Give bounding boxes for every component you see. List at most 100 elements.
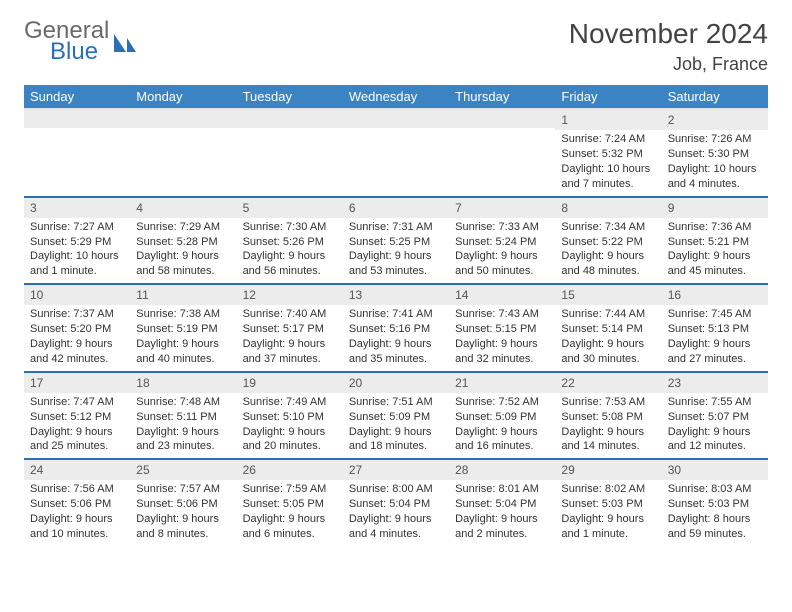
day-details: Sunrise: 7:37 AMSunset: 5:20 PMDaylight:…	[24, 305, 130, 370]
day-number: 27	[343, 460, 449, 480]
calendar-cell: 24Sunrise: 7:56 AMSunset: 5:06 PMDayligh…	[24, 459, 130, 546]
day-details: Sunrise: 8:00 AMSunset: 5:04 PMDaylight:…	[343, 480, 449, 545]
calendar-week: 17Sunrise: 7:47 AMSunset: 5:12 PMDayligh…	[24, 372, 768, 460]
day-number: 4	[130, 198, 236, 218]
calendar-week: 10Sunrise: 7:37 AMSunset: 5:20 PMDayligh…	[24, 284, 768, 372]
day-header: Sunday	[24, 85, 130, 109]
day-details: Sunrise: 7:24 AMSunset: 5:32 PMDaylight:…	[555, 130, 661, 195]
location-label: Job, France	[569, 54, 768, 75]
page-title: November 2024	[569, 18, 768, 50]
calendar-cell: 22Sunrise: 7:53 AMSunset: 5:08 PMDayligh…	[555, 372, 661, 460]
day-number: 15	[555, 285, 661, 305]
day-number: 6	[343, 198, 449, 218]
calendar-cell: 21Sunrise: 7:52 AMSunset: 5:09 PMDayligh…	[449, 372, 555, 460]
day-number: 1	[555, 110, 661, 130]
calendar-cell: 20Sunrise: 7:51 AMSunset: 5:09 PMDayligh…	[343, 372, 449, 460]
day-details: Sunrise: 7:43 AMSunset: 5:15 PMDaylight:…	[449, 305, 555, 370]
calendar-cell: 6Sunrise: 7:31 AMSunset: 5:25 PMDaylight…	[343, 197, 449, 285]
day-number: 22	[555, 373, 661, 393]
day-number: 17	[24, 373, 130, 393]
day-details: Sunrise: 7:30 AMSunset: 5:26 PMDaylight:…	[237, 218, 343, 283]
day-number: 28	[449, 460, 555, 480]
calendar-cell: 4Sunrise: 7:29 AMSunset: 5:28 PMDaylight…	[130, 197, 236, 285]
day-details: Sunrise: 7:51 AMSunset: 5:09 PMDaylight:…	[343, 393, 449, 458]
calendar-cell: 2Sunrise: 7:26 AMSunset: 5:30 PMDaylight…	[662, 109, 768, 197]
day-number: 10	[24, 285, 130, 305]
calendar-cell	[130, 109, 236, 197]
day-number	[237, 110, 343, 128]
day-number: 24	[24, 460, 130, 480]
calendar-cell: 23Sunrise: 7:55 AMSunset: 5:07 PMDayligh…	[662, 372, 768, 460]
day-details: Sunrise: 7:44 AMSunset: 5:14 PMDaylight:…	[555, 305, 661, 370]
day-details: Sunrise: 7:40 AMSunset: 5:17 PMDaylight:…	[237, 305, 343, 370]
day-details	[343, 128, 449, 134]
day-number: 20	[343, 373, 449, 393]
day-number: 2	[662, 110, 768, 130]
calendar-head: SundayMondayTuesdayWednesdayThursdayFrid…	[24, 85, 768, 109]
calendar-week: 1Sunrise: 7:24 AMSunset: 5:32 PMDaylight…	[24, 109, 768, 197]
day-details: Sunrise: 7:47 AMSunset: 5:12 PMDaylight:…	[24, 393, 130, 458]
calendar-cell	[237, 109, 343, 197]
calendar-cell: 25Sunrise: 7:57 AMSunset: 5:06 PMDayligh…	[130, 459, 236, 546]
day-details: Sunrise: 7:56 AMSunset: 5:06 PMDaylight:…	[24, 480, 130, 545]
header: General Blue November 2024 Job, France	[24, 18, 768, 75]
calendar-cell: 26Sunrise: 7:59 AMSunset: 5:05 PMDayligh…	[237, 459, 343, 546]
day-details: Sunrise: 7:38 AMSunset: 5:19 PMDaylight:…	[130, 305, 236, 370]
day-details: Sunrise: 7:29 AMSunset: 5:28 PMDaylight:…	[130, 218, 236, 283]
day-details: Sunrise: 7:45 AMSunset: 5:13 PMDaylight:…	[662, 305, 768, 370]
day-number: 19	[237, 373, 343, 393]
calendar-cell: 13Sunrise: 7:41 AMSunset: 5:16 PMDayligh…	[343, 284, 449, 372]
day-header: Saturday	[662, 85, 768, 109]
day-details	[24, 128, 130, 134]
calendar-cell: 1Sunrise: 7:24 AMSunset: 5:32 PMDaylight…	[555, 109, 661, 197]
day-details: Sunrise: 7:26 AMSunset: 5:30 PMDaylight:…	[662, 130, 768, 195]
day-header: Tuesday	[237, 85, 343, 109]
calendar-cell	[343, 109, 449, 197]
calendar-cell	[449, 109, 555, 197]
day-details: Sunrise: 7:53 AMSunset: 5:08 PMDaylight:…	[555, 393, 661, 458]
calendar-cell: 29Sunrise: 8:02 AMSunset: 5:03 PMDayligh…	[555, 459, 661, 546]
calendar-cell: 10Sunrise: 7:37 AMSunset: 5:20 PMDayligh…	[24, 284, 130, 372]
day-number: 29	[555, 460, 661, 480]
day-number: 30	[662, 460, 768, 480]
day-details: Sunrise: 7:49 AMSunset: 5:10 PMDaylight:…	[237, 393, 343, 458]
calendar-cell: 27Sunrise: 8:00 AMSunset: 5:04 PMDayligh…	[343, 459, 449, 546]
day-details	[130, 128, 236, 134]
day-number: 21	[449, 373, 555, 393]
calendar-cell: 11Sunrise: 7:38 AMSunset: 5:19 PMDayligh…	[130, 284, 236, 372]
sail-icon	[112, 32, 138, 54]
calendar-cell: 28Sunrise: 8:01 AMSunset: 5:04 PMDayligh…	[449, 459, 555, 546]
day-details: Sunrise: 7:59 AMSunset: 5:05 PMDaylight:…	[237, 480, 343, 545]
day-number	[24, 110, 130, 128]
day-details: Sunrise: 7:36 AMSunset: 5:21 PMDaylight:…	[662, 218, 768, 283]
calendar-cell: 8Sunrise: 7:34 AMSunset: 5:22 PMDaylight…	[555, 197, 661, 285]
calendar-cell: 7Sunrise: 7:33 AMSunset: 5:24 PMDaylight…	[449, 197, 555, 285]
day-number: 25	[130, 460, 236, 480]
day-details: Sunrise: 8:02 AMSunset: 5:03 PMDaylight:…	[555, 480, 661, 545]
calendar-cell	[24, 109, 130, 197]
day-number: 26	[237, 460, 343, 480]
day-header: Friday	[555, 85, 661, 109]
day-details: Sunrise: 8:01 AMSunset: 5:04 PMDaylight:…	[449, 480, 555, 545]
day-details: Sunrise: 7:55 AMSunset: 5:07 PMDaylight:…	[662, 393, 768, 458]
day-details: Sunrise: 7:33 AMSunset: 5:24 PMDaylight:…	[449, 218, 555, 283]
day-details: Sunrise: 7:41 AMSunset: 5:16 PMDaylight:…	[343, 305, 449, 370]
day-details	[449, 128, 555, 134]
day-number	[130, 110, 236, 128]
day-number	[343, 110, 449, 128]
day-number: 5	[237, 198, 343, 218]
calendar-cell: 18Sunrise: 7:48 AMSunset: 5:11 PMDayligh…	[130, 372, 236, 460]
day-number: 11	[130, 285, 236, 305]
day-details: Sunrise: 7:48 AMSunset: 5:11 PMDaylight:…	[130, 393, 236, 458]
day-details: Sunrise: 7:27 AMSunset: 5:29 PMDaylight:…	[24, 218, 130, 283]
calendar-cell: 19Sunrise: 7:49 AMSunset: 5:10 PMDayligh…	[237, 372, 343, 460]
day-details	[237, 128, 343, 134]
day-details: Sunrise: 7:57 AMSunset: 5:06 PMDaylight:…	[130, 480, 236, 545]
day-number: 9	[662, 198, 768, 218]
day-number: 18	[130, 373, 236, 393]
day-number: 3	[24, 198, 130, 218]
day-header: Wednesday	[343, 85, 449, 109]
calendar-table: SundayMondayTuesdayWednesdayThursdayFrid…	[24, 85, 768, 546]
day-header: Thursday	[449, 85, 555, 109]
day-number	[449, 110, 555, 128]
